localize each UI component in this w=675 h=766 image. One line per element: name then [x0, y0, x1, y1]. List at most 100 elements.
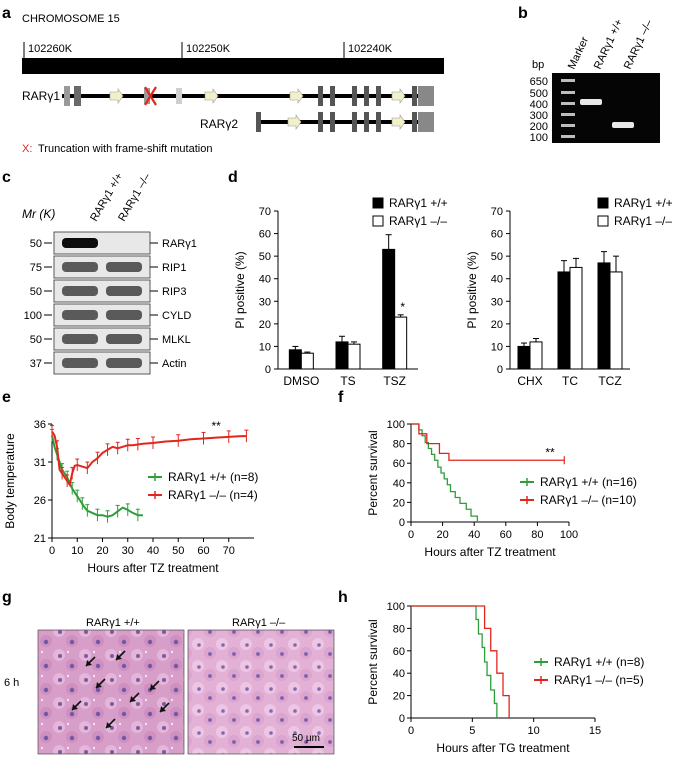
x-tick-label: 10 — [528, 725, 540, 737]
legend-swatch — [372, 197, 384, 209]
legend-swatch — [597, 197, 609, 209]
x-tick-label: 20 — [436, 529, 448, 541]
x-tick-label: 60 — [197, 545, 209, 557]
blot-mw-label: 37 — [30, 358, 42, 370]
coord-label: 102240K — [348, 43, 393, 55]
blot-band — [106, 286, 142, 296]
blot-band — [62, 286, 98, 296]
y-tick-label: 40 — [393, 668, 405, 680]
y-tick-label: 30 — [259, 296, 271, 308]
y-tick-label: 100 — [387, 419, 405, 431]
y-axis-label: PI positive (%) — [465, 251, 479, 328]
panel-label-d: d — [228, 169, 238, 186]
x-category-label: TSZ — [383, 374, 406, 388]
y-tick-label: 50 — [491, 251, 503, 263]
x-tick-label: 30 — [122, 545, 134, 557]
y-tick-label: 80 — [393, 623, 405, 635]
x-tick-label: 20 — [96, 545, 108, 557]
y-tick-label: 70 — [259, 206, 271, 218]
y-tick-label: 0 — [265, 364, 271, 376]
blot-protein-label: CYLD — [162, 310, 191, 322]
y-tick-label: 0 — [399, 517, 405, 529]
bar-chart-d-right: 0 10 20 30 40 50 60 70 PI positive (%) CHX TC TCZ RA… — [465, 196, 673, 388]
series-line — [411, 423, 479, 522]
bar — [597, 262, 611, 370]
y-tick-label: 40 — [393, 478, 405, 490]
legend-label: RARγ1 +/+ — [389, 196, 448, 210]
blot-band — [62, 310, 98, 320]
blot-band — [106, 310, 142, 320]
panel-label-f: f — [338, 389, 344, 406]
y-tick-label: 0 — [497, 364, 503, 376]
gel-lane-label: Marker — [566, 35, 591, 71]
mr-label: Mr (K) — [22, 207, 55, 221]
histology-row-label: 6 h — [4, 677, 19, 689]
bar — [300, 352, 314, 370]
line-chart-f: 0 20 40 60 80 100 0 20 40 60 80 100 Hours after TZ t… — [366, 419, 637, 559]
x-tick-label: 5 — [469, 725, 475, 737]
ladder-band — [561, 79, 575, 82]
y-tick-label: 10 — [491, 341, 503, 353]
panel-label-a: a — [2, 5, 11, 22]
legend-label: RARγ1 +/+ (n=8) — [168, 470, 258, 484]
utr-block — [418, 86, 434, 106]
legend-label: RARγ1 +/+ (n=16) — [540, 475, 637, 489]
bar — [347, 343, 361, 370]
histology-title-left: RARγ1 +/+ — [86, 617, 140, 629]
x-tick-label: 50 — [172, 545, 184, 557]
panel-label-c: c — [2, 169, 11, 186]
legend-label: RARγ1 –/– — [614, 214, 672, 228]
y-axis-label: Percent survival — [366, 619, 380, 704]
gel-image — [552, 73, 660, 143]
blot-mw-label: 100 — [24, 310, 42, 322]
x-category-label: DMSO — [283, 374, 319, 388]
legend-label: RARγ1 –/– (n=10) — [540, 493, 636, 507]
gel-band — [580, 99, 602, 105]
series-line — [411, 605, 510, 718]
bar — [335, 341, 349, 370]
blot-band — [62, 262, 98, 272]
ladder-label: 400 — [530, 99, 548, 111]
ladder-label: 200 — [530, 121, 548, 133]
significance-mark: ** — [545, 445, 555, 459]
ladder-band — [561, 124, 575, 127]
panel-g-histology: RARγ1 +/+ RARγ1 –/– 6 h 50 μm — [4, 617, 335, 755]
legend-label: RARγ1 +/+ (n=8) — [554, 655, 644, 669]
x-tick-label: 40 — [147, 545, 159, 557]
bar — [609, 271, 623, 370]
bar — [382, 248, 396, 370]
blot-mw-label: 50 — [30, 238, 42, 250]
bar — [529, 341, 543, 370]
y-axis-label: PI positive (%) — [233, 251, 247, 328]
line-chart-h: 0 20 40 60 80 100 0 5 10 15 Hours after TG treatme… — [366, 601, 644, 755]
y-tick-label: 0 — [399, 713, 405, 725]
y-tick-label: 60 — [259, 229, 271, 241]
chromosome-bar — [22, 58, 444, 74]
bar — [394, 316, 408, 370]
histology-image-right — [187, 629, 335, 755]
histology-title-right: RARγ1 –/– — [232, 617, 286, 629]
y-tick-label: 10 — [259, 341, 271, 353]
coord-label: 102260K — [28, 43, 73, 55]
ladder-band — [561, 91, 575, 94]
ladder-band — [561, 135, 575, 138]
y-tick-label: 50 — [259, 251, 271, 263]
bar — [288, 349, 302, 370]
y-tick-label: 20 — [393, 497, 405, 509]
ladder-label: 650 — [530, 76, 548, 88]
x-tick-label: 60 — [500, 529, 512, 541]
y-tick-label: 31 — [34, 457, 46, 469]
x-tick-label: 100 — [560, 529, 578, 541]
x-tick-label: 0 — [49, 545, 55, 557]
bar-chart-d-left: 0 10 20 30 40 50 60 70 PI positive (%) DMSO TS TSZ *… — [233, 196, 448, 388]
significance-mark: ** — [211, 419, 221, 433]
y-tick-label: 60 — [393, 458, 405, 470]
x-axis-label: Hours after TG treatment — [436, 741, 570, 755]
blot-mw-label: 75 — [30, 262, 42, 274]
x-tick-label: 70 — [223, 545, 235, 557]
x-category-label: TS — [340, 374, 355, 388]
legend-text: Truncation with frame-shift mutation — [38, 143, 212, 155]
y-tick-label: 20 — [491, 319, 503, 331]
